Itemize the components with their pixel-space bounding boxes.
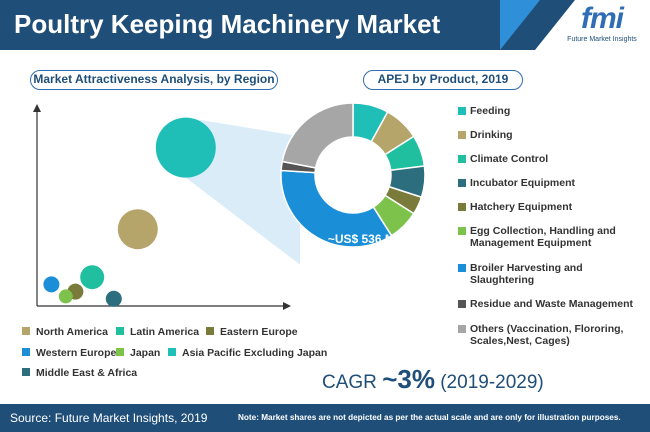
product-donut-chart (280, 102, 426, 248)
legend-label: Incubator Equipment (470, 177, 575, 189)
region-legend-item: Middle East & Africa (22, 367, 137, 379)
title-accent (500, 0, 540, 50)
legend-swatch (458, 300, 466, 308)
legend-label: Broiler Harvesting and Slaughtering (470, 262, 583, 286)
region-legend-item: North America (22, 326, 108, 338)
region-legend: North America Latin America Eastern Europe… (22, 326, 352, 386)
y-axis-arrow (33, 104, 41, 112)
region-bubble-chart (33, 104, 300, 310)
bubble-middle-east-africa (105, 290, 122, 307)
legend-label: Latin America (130, 326, 200, 338)
cagr-period: (2019-2029) (440, 372, 544, 393)
product-legend-item: Broiler Harvesting and Slaughtering (458, 262, 648, 286)
region-legend-item: Western Europe (22, 347, 116, 359)
bubble-japan (58, 289, 73, 304)
legend-label: Others (Vaccination, Flororing, Scales,N… (470, 323, 624, 347)
legend-label: Hatchery Equipment (470, 201, 573, 213)
legend-label: Eastern Europe (220, 326, 298, 338)
title-band (0, 0, 575, 50)
logo-text: fmi (581, 2, 624, 35)
legend-swatch (458, 131, 466, 139)
product-chart-title: APEJ by Product, 2019 (363, 70, 523, 90)
legend-label: Japan (130, 347, 161, 359)
region-legend-item: Eastern Europe (206, 326, 298, 338)
region-legend-item: Japan (116, 347, 160, 359)
legend-label: Residue and Waste Management (470, 298, 633, 310)
bubble-asia-pacific-excluding-japan (155, 117, 216, 178)
product-legend-item: Climate Control (458, 153, 648, 165)
region-legend-item: Asia Pacific Excluding Japan (168, 347, 327, 359)
legend-swatch (458, 325, 466, 333)
slice-broiler-harvesting-and-slaughtering (280, 169, 393, 248)
legend-label: Western Europe (36, 347, 117, 359)
product-legend-item: Incubator Equipment (458, 177, 648, 189)
legend-swatch (168, 348, 176, 356)
header: Poultry Keeping Machinery Market fmi Fut… (0, 0, 650, 50)
product-legend-item: Hatchery Equipment (458, 201, 648, 213)
slice-others-vaccination-flororing-scales-nest (281, 102, 354, 169)
fmi-logo: fmi Future Market Insights (556, 2, 648, 48)
product-legend-item: Residue and Waste Management (458, 298, 648, 310)
legend-swatch (458, 264, 466, 272)
cagr-label: CAGR (322, 372, 377, 393)
legend-label: Climate Control (470, 153, 549, 165)
legend-label: Asia Pacific Excluding Japan (182, 347, 328, 359)
bubble-north-america (117, 209, 158, 250)
source-text: Source: Future Market Insights, 2019 (10, 411, 208, 425)
region-legend-item: Latin America (116, 326, 199, 338)
page-title: Poultry Keeping Machinery Market (14, 9, 441, 39)
legend-label: Feeding (470, 105, 511, 117)
cagr-value: ~3% (382, 364, 435, 394)
legend-swatch (22, 327, 30, 335)
legend-swatch (458, 227, 466, 235)
donut-slices (280, 102, 426, 248)
legend-swatch (22, 348, 30, 356)
legend-swatch (458, 203, 466, 211)
legend-swatch (458, 179, 466, 187)
legend-swatch (116, 327, 124, 335)
chart-axes (33, 104, 291, 310)
product-legend-item: Feeding (458, 105, 648, 117)
donut-center-label: ~US$ 536 Mn (327, 232, 403, 246)
legend-swatch (206, 327, 214, 335)
product-legend-item: Drinking (458, 129, 648, 141)
legend-swatch (116, 348, 124, 356)
legend-label: Middle East & Africa (36, 367, 138, 379)
x-axis-arrow (283, 302, 291, 310)
note-text: Note: Market shares are not depicted as … (238, 413, 621, 422)
product-legend-item: Egg Collection, Handling and Management … (458, 225, 648, 249)
bubble-western-europe (43, 276, 60, 293)
footer: Source: Future Market Insights, 2019 Not… (0, 404, 650, 432)
bubbles (43, 117, 216, 307)
bubble-latin-america (80, 265, 105, 290)
product-legend-item: Others (Vaccination, Flororing, Scales,N… (458, 323, 648, 347)
legend-swatch (22, 368, 30, 376)
legend-label: Drinking (470, 129, 513, 141)
logo-subtext: Future Market Insights (567, 36, 637, 43)
region-chart-title: Market Attractiveness Analysis, by Regio… (30, 70, 278, 90)
legend-label: North America (36, 326, 108, 338)
cagr-text: CAGR ~3% (2019-2029) (322, 364, 544, 395)
legend-swatch (458, 155, 466, 163)
legend-label: Egg Collection, Handling and Management … (470, 225, 616, 249)
legend-swatch (458, 107, 466, 115)
